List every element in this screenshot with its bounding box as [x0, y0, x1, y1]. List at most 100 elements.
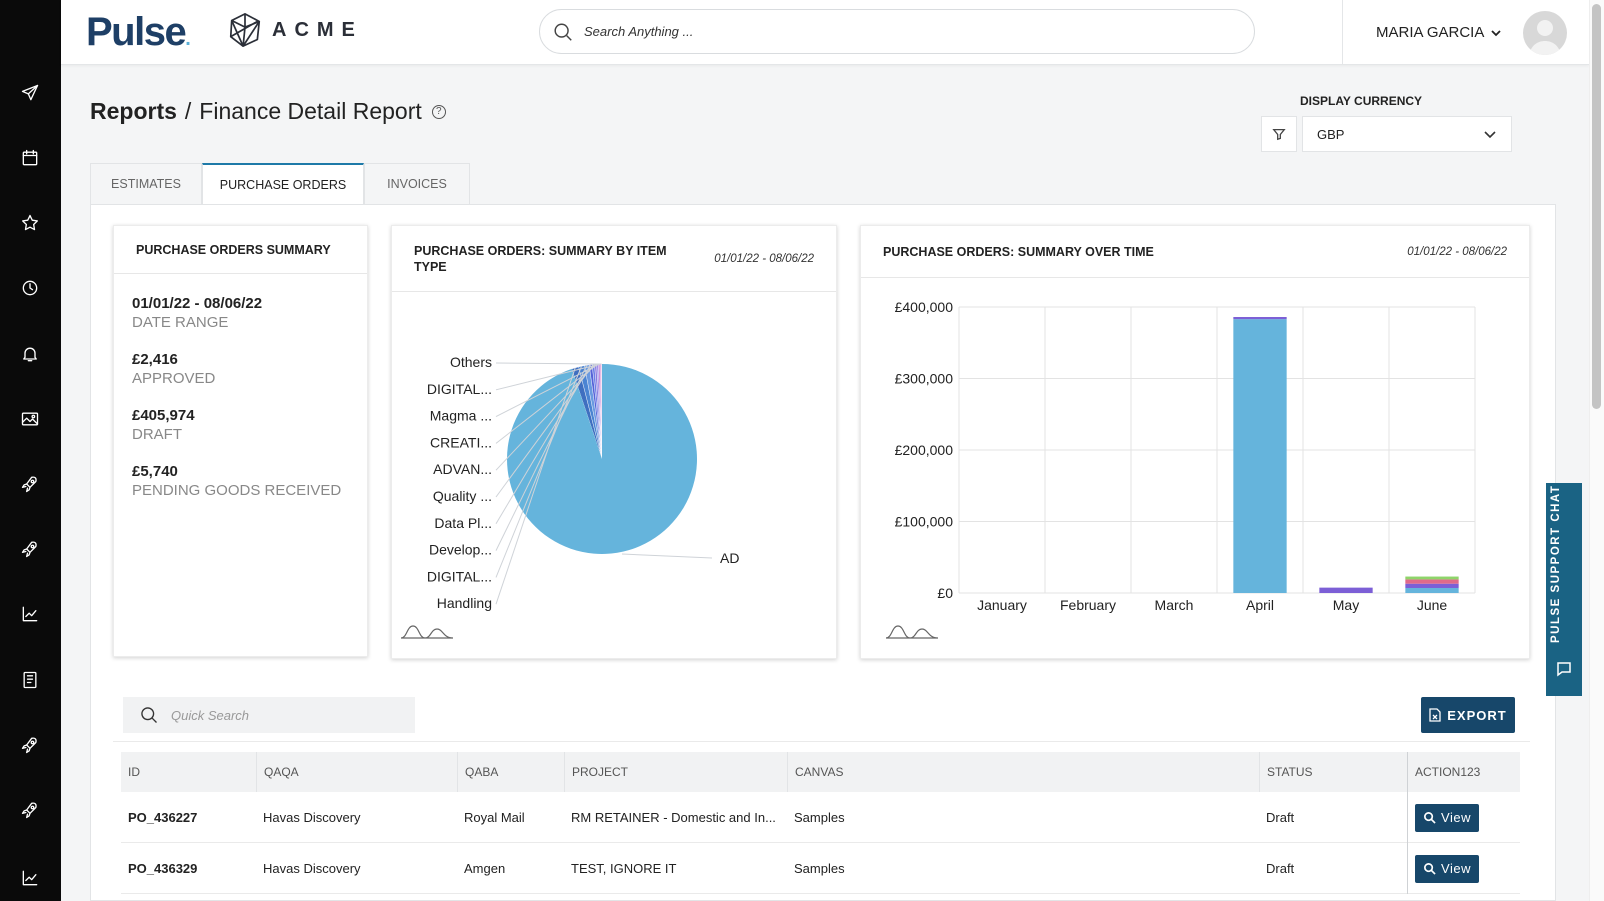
search-icon: [141, 707, 157, 723]
clock-icon[interactable]: [18, 276, 42, 300]
tab-purchase-orders[interactable]: PURCHASE ORDERS: [202, 163, 364, 204]
cell-status: Draft: [1266, 861, 1295, 876]
filter-icon: [1272, 128, 1286, 141]
view-label: View: [1441, 810, 1471, 825]
pulse-logo[interactable]: Pulse.: [86, 10, 191, 54]
pie-chart: Others DIGITAL... Magma ... CREATI... ADVAN.…: [427, 354, 740, 611]
y-tick-label: £400,000: [895, 299, 954, 315]
trend-chart-icon[interactable]: [18, 602, 42, 626]
help-icon[interactable]: ?: [431, 104, 446, 119]
chart-type-toggle-icon[interactable]: [884, 622, 940, 640]
cell-canvas: Samples: [794, 861, 845, 876]
star-icon[interactable]: [18, 211, 42, 235]
pie-leader-line: [495, 362, 602, 365]
x-tick-label: April: [1246, 597, 1274, 613]
cell-canvas: Samples: [794, 810, 845, 825]
pie-leader-line: [495, 367, 576, 605]
send-icon[interactable]: [18, 81, 42, 105]
pie-leader-line: [621, 553, 713, 559]
summary-value: 01/01/22 - 08/06/22: [132, 295, 263, 312]
x-tick-label: January: [977, 597, 1027, 613]
image-icon[interactable]: [18, 407, 42, 431]
bell-icon[interactable]: [18, 342, 42, 366]
table-row[interactable]: PO_436227 Havas Discovery Royal Mail RM …: [121, 792, 1520, 843]
summary-item: £2,416 APPROVED: [132, 351, 349, 387]
rocket-icon-3[interactable]: [18, 733, 42, 757]
bar-segment[interactable]: [1233, 319, 1287, 593]
bar-segment[interactable]: [1405, 579, 1459, 584]
bar-segment[interactable]: [1233, 317, 1287, 320]
currency-value: GBP: [1317, 126, 1345, 142]
summary-label: DRAFT: [132, 426, 182, 443]
pie-label: DIGITAL...: [427, 568, 492, 584]
top-bar: Pulse. ACME MARIA GARCIA: [61, 0, 1589, 65]
trend-chart-icon-2[interactable]: [18, 866, 42, 890]
bar-segment[interactable]: [1405, 583, 1459, 588]
summary-value: £405,974: [132, 407, 195, 424]
pie-chart-date-range: 01/01/22 - 08/06/22: [714, 252, 814, 265]
report-tabs: ESTIMATES PURCHASE ORDERS INVOICES: [90, 163, 470, 204]
bar-chart-title: PURCHASE ORDERS: SUMMARY OVER TIME: [883, 244, 1154, 259]
scrollbar-thumb[interactable]: [1592, 4, 1601, 409]
cell-project: TEST, IGNORE IT: [571, 861, 677, 876]
tab-estimates[interactable]: ESTIMATES: [90, 163, 202, 204]
bar-segment[interactable]: [1405, 576, 1459, 580]
column-header-qaba[interactable]: QABA: [457, 752, 564, 792]
export-button[interactable]: EXPORT: [1421, 697, 1515, 733]
pie-chart-title: PURCHASE ORDERS: SUMMARY BY ITEM TYPE: [414, 243, 667, 274]
bar-chart: £0 £100,000 £200,000 £300,000 £400,000 Januar…: [895, 299, 1476, 613]
calendar-icon[interactable]: [18, 146, 42, 170]
rocket-icon-4[interactable]: [18, 798, 42, 822]
x-tick-label: March: [1155, 597, 1194, 613]
cell-qaba: Royal Mail: [464, 810, 525, 825]
tab-invoices[interactable]: INVOICES: [364, 163, 470, 204]
bar-segment[interactable]: [1319, 587, 1373, 593]
rocket-icon[interactable]: [18, 472, 42, 496]
filter-button[interactable]: [1261, 116, 1297, 152]
cell-project: RM RETAINER - Domestic and In...: [571, 810, 776, 825]
x-tick-label: May: [1333, 597, 1359, 613]
chart-type-toggle-icon[interactable]: [399, 622, 455, 640]
client-name: ACME: [272, 18, 363, 41]
avatar[interactable]: [1523, 11, 1567, 55]
rocket-icon-2[interactable]: [18, 537, 42, 561]
file-export-icon: [1429, 708, 1441, 722]
quick-search[interactable]: [123, 697, 415, 733]
bar-segment[interactable]: [1405, 587, 1459, 593]
summary-label: APPROVED: [132, 370, 216, 387]
search-icon: [1424, 863, 1436, 875]
support-chat-tab[interactable]: PULSE SUPPORT CHAT: [1546, 483, 1582, 696]
pie-leader-line: [495, 364, 588, 551]
column-header-qaqa[interactable]: QAQA: [256, 752, 457, 792]
cell-id: PO_436329: [128, 861, 198, 876]
pie-label: Quality ...: [433, 488, 492, 504]
breadcrumb: Reports / Finance Detail Report ?: [90, 98, 446, 125]
quick-search-input[interactable]: [171, 707, 391, 723]
breadcrumb-root[interactable]: Reports: [90, 98, 177, 124]
table-row[interactable]: PO_436329 Havas Discovery Amgen TEST, IG…: [121, 843, 1520, 894]
view-button[interactable]: View: [1415, 803, 1479, 832]
column-header-action: ACTION123: [1407, 752, 1520, 792]
pie-label: Magma ...: [430, 408, 492, 424]
book-icon[interactable]: [18, 668, 42, 692]
user-menu[interactable]: MARIA GARCIA: [1376, 24, 1502, 41]
global-search[interactable]: [539, 9, 1255, 54]
search-icon: [554, 22, 572, 41]
y-tick-label: £200,000: [895, 442, 954, 458]
column-header-status[interactable]: STATUS: [1259, 752, 1407, 792]
currency-select[interactable]: GBP: [1302, 116, 1512, 152]
chat-icon: [1557, 662, 1571, 677]
x-tick-label: February: [1060, 597, 1116, 613]
acme-logo-icon: [229, 12, 261, 48]
cell-action: View: [1407, 792, 1520, 843]
summary-value: £5,740: [132, 463, 178, 480]
pie-slice[interactable]: [507, 364, 697, 554]
column-header-canvas[interactable]: CANVAS: [787, 752, 1259, 792]
summary-card: PURCHASE ORDERS SUMMARY 01/01/22 - 08/06…: [113, 225, 368, 657]
client-logo: ACME: [226, 10, 363, 50]
global-search-input[interactable]: [584, 24, 1184, 39]
view-button[interactable]: View: [1415, 854, 1479, 883]
cell-qaqa: Havas Discovery: [263, 861, 361, 876]
column-header-project[interactable]: PROJECT: [564, 752, 787, 792]
column-header-id[interactable]: ID: [128, 765, 140, 779]
